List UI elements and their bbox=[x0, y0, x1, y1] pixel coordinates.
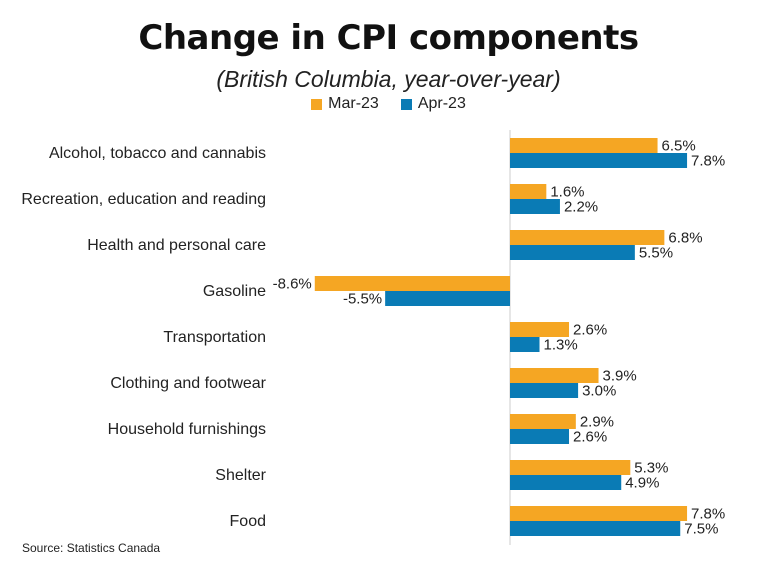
chart-subtitle: (British Columbia, year-over-year) bbox=[216, 66, 561, 92]
bar-apr bbox=[510, 153, 688, 168]
bar-mar bbox=[510, 230, 665, 245]
data-label-mar: 6.8% bbox=[668, 230, 702, 247]
legend-item-mar: Mar-23 bbox=[311, 95, 379, 113]
data-label-mar: 6.5% bbox=[662, 138, 696, 155]
data-label-apr: 2.2% bbox=[564, 199, 598, 216]
data-label-apr: 1.3% bbox=[544, 337, 578, 354]
legend-swatch-mar bbox=[311, 98, 323, 110]
category-label: Health and personal care bbox=[87, 237, 266, 254]
data-label-apr: 2.6% bbox=[573, 429, 607, 446]
bar-mar bbox=[510, 322, 570, 337]
bar-apr bbox=[510, 429, 570, 444]
bar-apr bbox=[510, 521, 681, 536]
bar-mar bbox=[510, 138, 658, 153]
legend: Mar-23 Apr-23 bbox=[0, 95, 777, 113]
category-label: Shelter bbox=[215, 467, 266, 484]
bar-mar bbox=[510, 414, 576, 429]
bar-mar bbox=[510, 506, 688, 521]
data-label-mar: 3.9% bbox=[603, 368, 637, 385]
category-label: Household furnishings bbox=[108, 421, 266, 438]
data-label-apr: 5.5% bbox=[639, 245, 673, 262]
category-label: Clothing and footwear bbox=[110, 375, 266, 392]
data-label-apr: 7.8% bbox=[691, 153, 725, 170]
bar-apr bbox=[510, 245, 635, 260]
data-label-apr: 3.0% bbox=[582, 383, 616, 400]
category-label: Recreation, education and reading bbox=[21, 191, 266, 208]
data-label-mar: 2.6% bbox=[573, 322, 607, 339]
data-label-mar: -8.6% bbox=[273, 276, 312, 293]
data-label-apr: -5.5% bbox=[343, 291, 382, 308]
data-label-apr: 4.9% bbox=[625, 475, 659, 492]
category-label: Gasoline bbox=[203, 283, 266, 300]
category-label: Alcohol, tobacco and cannabis bbox=[49, 145, 266, 162]
bar-mar bbox=[314, 276, 510, 291]
bar-apr bbox=[510, 475, 622, 490]
legend-label-apr: Apr-23 bbox=[417, 95, 466, 112]
bar-apr bbox=[510, 383, 579, 398]
chart-title: Change in CPI components bbox=[138, 18, 639, 58]
legend-label-mar: Mar-23 bbox=[328, 95, 379, 112]
category-label: Transportation bbox=[163, 329, 266, 346]
data-label-mar: 1.6% bbox=[550, 184, 584, 201]
bar-apr bbox=[510, 199, 560, 214]
data-label-apr: 7.5% bbox=[684, 521, 718, 538]
source-note: Source: Statistics Canada bbox=[22, 541, 161, 555]
bar-mar bbox=[510, 460, 631, 475]
bar-mar bbox=[510, 368, 599, 383]
bar-apr bbox=[385, 291, 510, 306]
data-label-mar: 5.3% bbox=[634, 460, 668, 477]
legend-swatch-apr bbox=[400, 98, 412, 110]
category-label: Food bbox=[230, 513, 266, 530]
data-label-mar: 2.9% bbox=[580, 414, 614, 431]
bar-mar bbox=[510, 184, 547, 199]
data-label-mar: 7.8% bbox=[691, 506, 725, 523]
legend-item-apr: Apr-23 bbox=[400, 95, 466, 113]
bar-apr bbox=[510, 337, 540, 352]
